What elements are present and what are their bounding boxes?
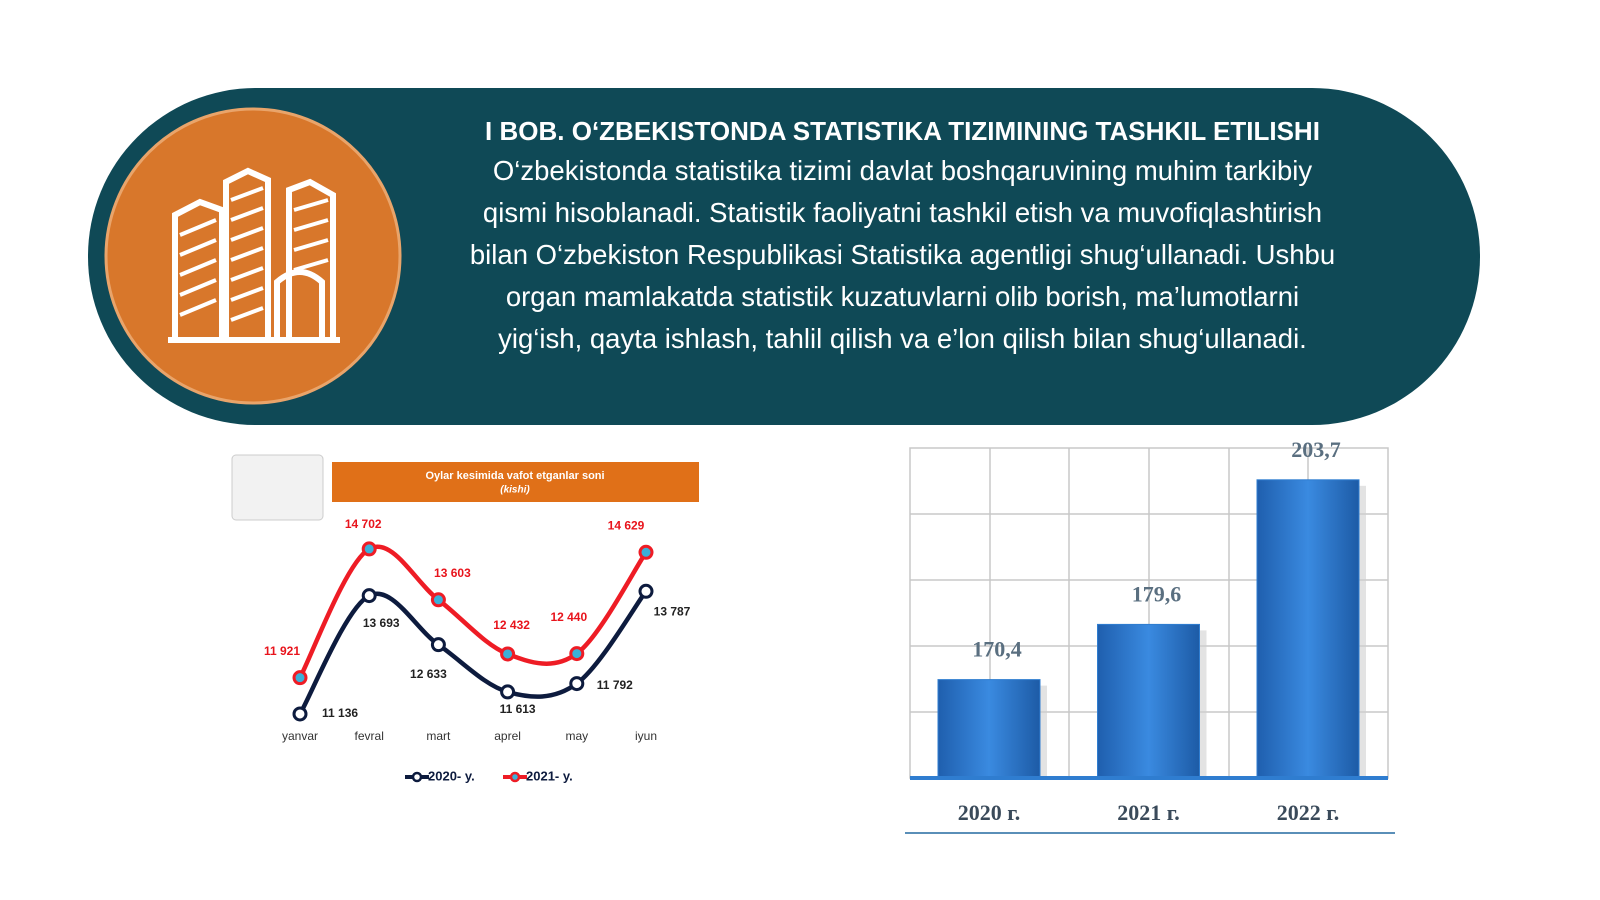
x-tick-label: may: [565, 729, 588, 743]
line-title: Oylar kesimida vafot etganlar soni: [425, 470, 604, 482]
x-tick-label: iyun: [635, 729, 657, 743]
data-label: 13 693: [363, 616, 400, 630]
x-tick-label: aprel: [494, 729, 521, 743]
paragraph-line: yig‘ish, qayta ishlash, tahlil qilish va…: [498, 323, 1307, 354]
data-label: 14 629: [608, 518, 645, 532]
table-icon: [231, 454, 324, 521]
legend-label: 2021- y.: [526, 768, 573, 783]
legend-marker: [509, 771, 521, 783]
line-series: [298, 589, 648, 716]
line-point: [638, 544, 654, 560]
data-label: 203,7: [1291, 437, 1341, 462]
x-tick-label: 2020 г.: [958, 800, 1021, 825]
data-label: 11 921: [264, 644, 300, 658]
line-point: [361, 541, 377, 557]
data-label: 12 633: [410, 667, 447, 681]
data-label: 170,4: [972, 637, 1022, 662]
data-label: 11 792: [597, 678, 633, 692]
paragraph-line: qismi hisoblanadi. Statistik faoliyatni …: [482, 197, 1323, 228]
line-point: [638, 583, 654, 599]
line-subtitle: (kishi): [500, 485, 530, 496]
data-label: 13 787: [654, 604, 691, 618]
line-point: [361, 588, 377, 604]
data-label: 12 440: [550, 610, 587, 624]
icon-circle: [104, 107, 402, 405]
line-point: [500, 684, 516, 700]
line-point: [430, 637, 446, 653]
banner-text: I BOB. O‘ZBEKISTONDA STATISTIKA TIZIMINI…: [395, 112, 1410, 360]
data-label: 11 613: [500, 702, 536, 716]
x-tick-label: 2022 г.: [1277, 800, 1340, 825]
line-point: [292, 706, 308, 722]
line-point: [292, 670, 308, 686]
x-tick-label: 2021 г.: [1117, 800, 1180, 825]
bar: [937, 679, 1041, 779]
bar: [1097, 623, 1200, 779]
line-series: [298, 544, 648, 679]
bar: [1256, 479, 1360, 779]
line-point: [430, 592, 446, 608]
line-point: [569, 646, 585, 662]
legend-label: 2020- y.: [428, 768, 475, 783]
legend-marker: [411, 771, 423, 783]
building-icon: [168, 167, 340, 343]
x-tick-label: fevral: [355, 729, 384, 743]
data-label: 13 603: [434, 566, 471, 580]
banner-title: I BOB. O‘ZBEKISTONDA STATISTIKA TIZIMINI…: [485, 116, 1320, 146]
paragraph-line: organ mamlakatda statistik kuzatuvlarni …: [505, 281, 1300, 312]
x-tick-label: yanvar: [282, 729, 318, 743]
paragraph-line: O‘zbekistonda statistika tizimi davlat b…: [492, 155, 1313, 186]
banner-background: [88, 88, 1480, 425]
line-title-box: [332, 462, 699, 502]
data-label: 11 136: [322, 706, 358, 720]
data-label: 179,6: [1132, 581, 1182, 606]
data-label: 14 702: [345, 517, 382, 531]
paragraph-line: bilan O‘zbekiston Respublikasi Statistik…: [469, 239, 1336, 270]
line-point: [569, 676, 585, 692]
data-label: 12 432: [493, 618, 530, 632]
line-point: [500, 646, 516, 662]
x-tick-label: mart: [426, 729, 451, 743]
